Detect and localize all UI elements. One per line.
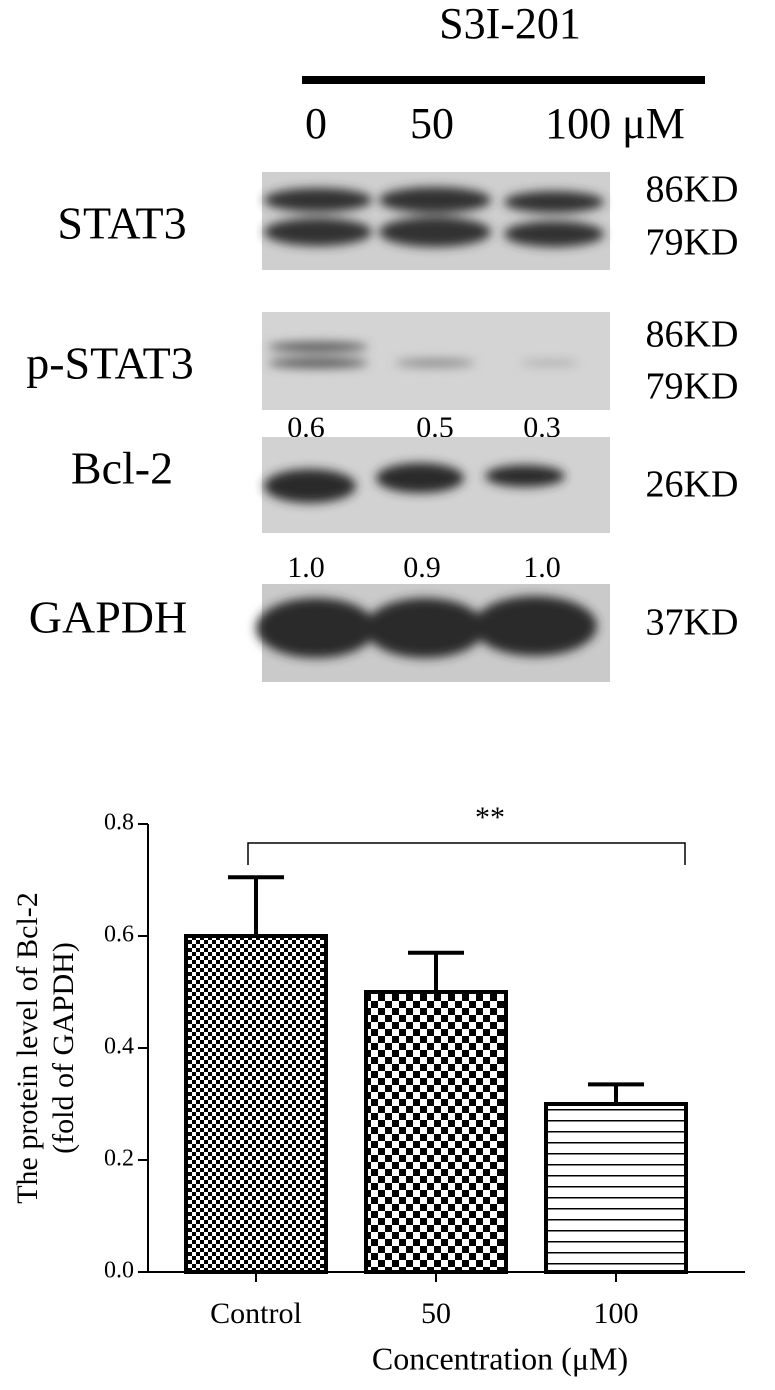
y-tick-label: 0.4 [104, 1034, 134, 1060]
row-label: STAT3 [57, 198, 186, 249]
error-bar [588, 1082, 644, 1104]
kd-label: 86KD [646, 314, 739, 356]
bar [184, 934, 328, 1274]
x-tick-label: Control [210, 1297, 302, 1330]
lane-label: 50 [410, 99, 454, 148]
row-label: p-STAT3 [26, 338, 194, 389]
y-tick-label: 0.2 [104, 1146, 134, 1172]
treatment-bar [302, 76, 705, 84]
lane-label: 100 μM [545, 99, 685, 148]
x-tick-label: 50 [421, 1297, 451, 1330]
y-axis-label: The protein level of Bcl-2 [11, 892, 44, 1204]
lane-label: 0 [305, 99, 327, 148]
kd-label: 37KD [646, 602, 739, 644]
quant-label: 1.0 [287, 551, 325, 584]
bar [544, 1102, 688, 1274]
kd-label: 26KD [646, 464, 739, 506]
treatment: S3I-201 [439, 0, 581, 48]
y-tick-label: 0.0 [104, 1258, 134, 1284]
blot-panel [262, 437, 610, 533]
significance: ** [475, 801, 505, 834]
error-bar [228, 875, 284, 936]
bar [364, 990, 508, 1274]
y-axis-label: (fold of GAPDH) [47, 942, 80, 1154]
error-bar [408, 950, 464, 992]
kd-label: 79KD [646, 222, 739, 264]
blot-panel [256, 584, 610, 682]
y-tick-label: 0.8 [104, 810, 134, 836]
blot-panel [262, 312, 610, 410]
row-label: GAPDH [29, 592, 187, 643]
quant-label: 0.9 [403, 551, 441, 584]
y-tick-label: 0.6 [104, 922, 134, 948]
kd-label: 86KD [646, 169, 739, 211]
x-tick-label: 100 [594, 1297, 639, 1330]
row-label: Bcl-2 [71, 443, 173, 494]
x-axis-label: Concentration (μM) [372, 1340, 628, 1376]
kd-label: 79KD [646, 366, 739, 408]
quant-label: 1.0 [523, 551, 561, 584]
blot-panel [262, 172, 610, 270]
significance-bracket [247, 842, 686, 865]
